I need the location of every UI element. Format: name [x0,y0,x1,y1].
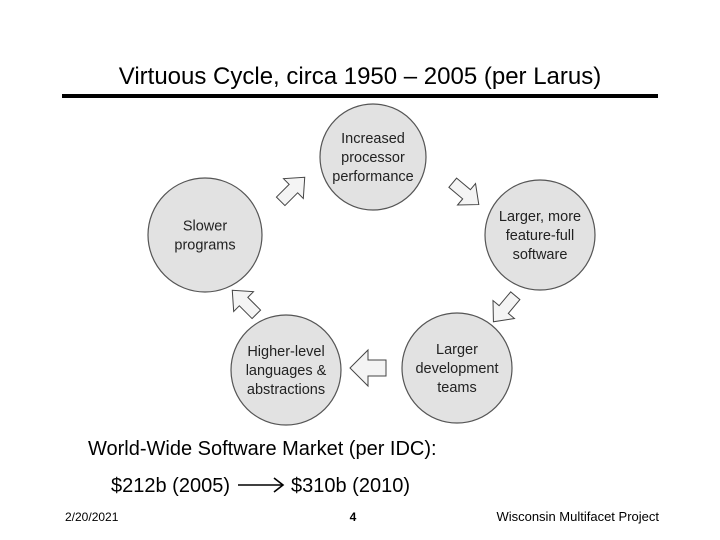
node-label: Increased [341,131,405,147]
cycle-node [319,103,427,211]
node-label: languages & [246,363,327,379]
footer-project: Wisconsin Multifacet Project [496,509,659,524]
node-label: Higher-level [247,344,324,360]
node-label: performance [332,169,413,185]
market-arrow [238,477,285,493]
market-heading: World-Wide Software Market (per IDC): [88,438,437,460]
cycle-node [484,179,596,291]
title-rule [62,94,658,98]
node-label: development [415,361,498,377]
footer-date: 2/20/2021 [65,510,119,524]
cycle-nodes: Increased processor performance Larger, mor… [147,103,596,426]
cycle-node [401,312,513,424]
node-label: teams [437,380,477,396]
market-from: $212b (2005) [111,475,230,497]
cycle-arrows [231,176,521,388]
node-label: Larger, more [499,209,581,225]
cycle-arrow [492,291,521,323]
cycle-arrow [349,348,387,388]
cycle-arrow [448,177,480,206]
cycle-node [147,177,263,293]
node-label: software [513,247,568,263]
page-number: 4 [350,510,357,524]
cycle-arrow [231,289,262,320]
node-label: programs [174,238,235,254]
slide-title: Virtuous Cycle, circa 1950 – 2005 (per L… [119,63,601,90]
node-label: processor [341,150,405,166]
node-label: feature-full [506,228,575,244]
node-label: Slower [183,219,227,235]
cycle-node [230,314,342,426]
node-label: abstractions [247,382,325,398]
market-to: $310b (2010) [291,475,410,497]
node-label: Larger [436,342,478,358]
cycle-arrow [275,176,306,207]
